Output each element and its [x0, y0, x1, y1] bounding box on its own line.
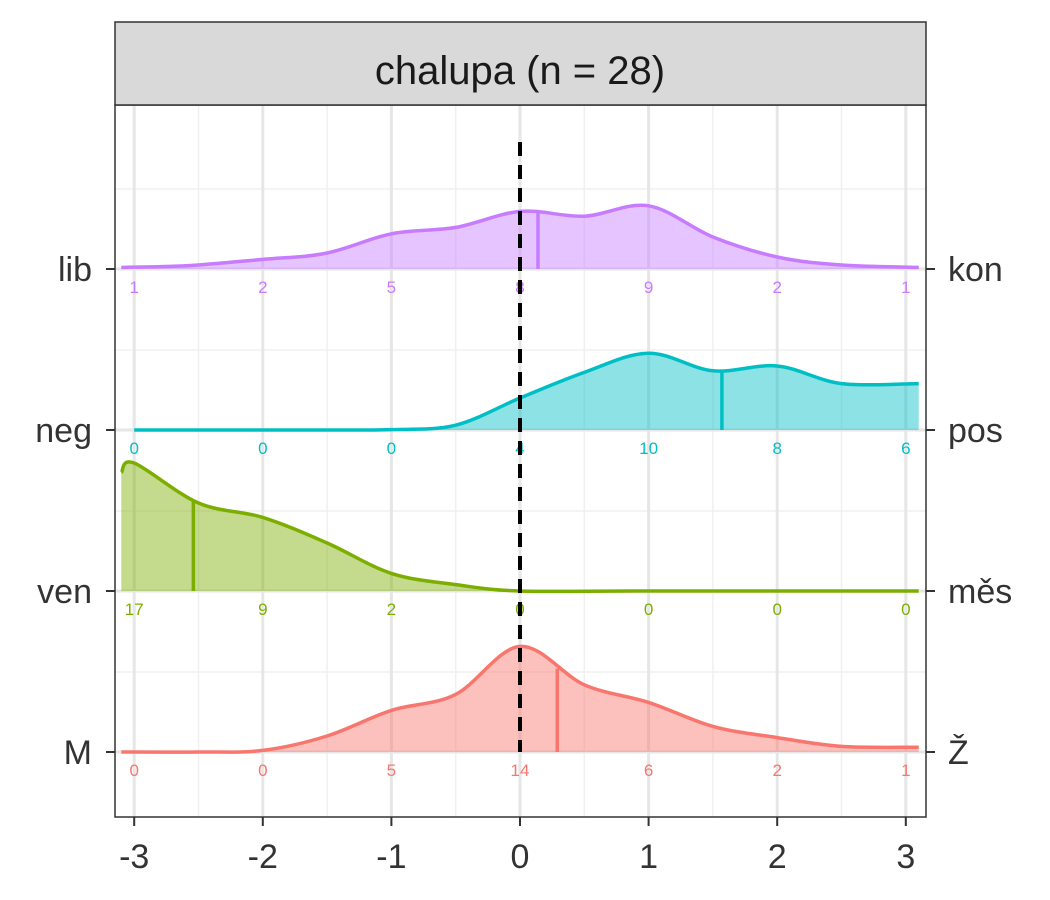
- count-label: 0: [772, 600, 781, 619]
- count-label: 0: [129, 439, 138, 458]
- left-axis-label: lib: [58, 251, 92, 289]
- count-label: 1: [901, 761, 910, 780]
- x-tick-label: 3: [896, 838, 915, 876]
- ridge-neg: [134, 351, 919, 432]
- count-label: 9: [644, 278, 653, 297]
- count-labels: 0051462117920000000410861258921: [125, 278, 911, 780]
- ridge-line-neg: [134, 351, 919, 432]
- count-label: 8: [772, 439, 781, 458]
- facet-strip: [114, 21, 927, 106]
- count-label: 1: [129, 278, 138, 297]
- count-label: 0: [644, 600, 653, 619]
- x-tick-label: -1: [376, 838, 406, 876]
- chart-title: chalupa (n = 28): [375, 49, 665, 93]
- x-tick-label: 0: [511, 838, 530, 876]
- right-axis-label: kon: [948, 251, 1003, 289]
- axes: -3 -2 -1 0 1 2 3 lib kon neg pos ven měs M Ž: [35, 251, 1012, 876]
- x-tick-label: 1: [639, 838, 658, 876]
- count-label: 5: [387, 761, 396, 780]
- ridge-line-ven: [119, 460, 919, 594]
- count-label: 0: [258, 439, 267, 458]
- count-label: 0: [387, 439, 396, 458]
- x-tick-label: -2: [248, 838, 278, 876]
- count-label: 2: [258, 278, 267, 297]
- count-label: 5: [387, 278, 396, 297]
- right-axis-label: měs: [948, 573, 1012, 611]
- count-label: 2: [772, 278, 781, 297]
- count-label: 2: [387, 600, 396, 619]
- ridge-ven: [119, 460, 919, 594]
- count-label: 0: [258, 761, 267, 780]
- left-axis-label: ven: [37, 573, 92, 611]
- count-label: 2: [772, 761, 781, 780]
- ridge-area-ven: [121, 461, 919, 592]
- count-label: 6: [644, 761, 653, 780]
- count-label: 6: [901, 439, 910, 458]
- count-label: 0: [129, 761, 138, 780]
- right-axis-label: pos: [948, 412, 1003, 450]
- count-label: 9: [258, 600, 267, 619]
- count-label: 1: [901, 278, 910, 297]
- count-label: 14: [511, 761, 530, 780]
- ridge-line-M: [121, 644, 919, 754]
- x-tick-label: -3: [119, 838, 149, 876]
- count-label: 17: [125, 600, 144, 619]
- count-label: 0: [901, 600, 910, 619]
- x-tick-label: 2: [768, 838, 787, 876]
- right-axis-label: Ž: [948, 734, 969, 772]
- left-axis-label: neg: [35, 412, 92, 450]
- left-axis-label: M: [64, 734, 92, 772]
- count-label: 10: [639, 439, 658, 458]
